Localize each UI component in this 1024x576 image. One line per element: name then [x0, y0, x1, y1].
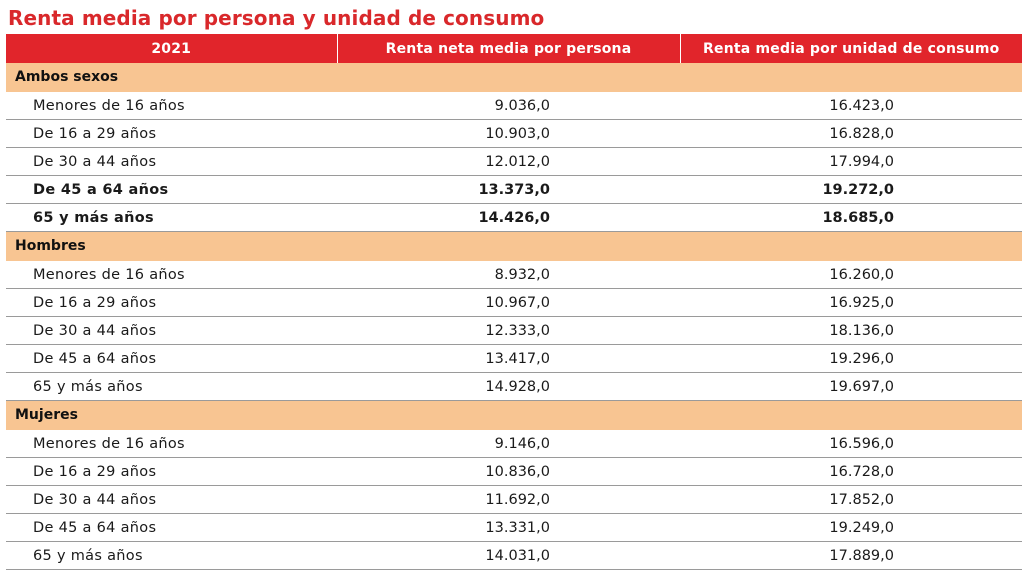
- per-unit-cell: 16.925,0: [680, 288, 1022, 317]
- table-row: 65 y más años 14.426,0 18.685,0: [6, 203, 1022, 232]
- per-unit-cell: 19.697,0: [680, 372, 1022, 401]
- age-group-cell: Menores de 16 años: [6, 260, 337, 289]
- table-header: 2021 Renta neta media por persona Renta …: [6, 34, 1022, 63]
- age-group-cell: De 30 a 44 años: [6, 316, 337, 345]
- per-person-cell: 10.836,0: [337, 457, 680, 486]
- per-unit-cell: 17.889,0: [680, 541, 1022, 570]
- table-row: De 16 a 29 años 10.903,0 16.828,0: [6, 119, 1022, 148]
- per-unit-cell: 18.136,0: [680, 316, 1022, 345]
- per-person-cell: 9.146,0: [337, 429, 680, 458]
- per-unit-cell: 16.423,0: [680, 91, 1022, 120]
- table-row: Menores de 16 años 8.932,0 16.260,0: [6, 260, 1022, 289]
- header-year: 2021: [6, 34, 337, 63]
- table-row: De 16 a 29 años 10.967,0 16.925,0: [6, 288, 1022, 317]
- age-group-cell: De 16 a 29 años: [6, 288, 337, 317]
- per-person-cell: 8.932,0: [337, 260, 680, 289]
- header-row: 2021 Renta neta media por persona Renta …: [6, 34, 1022, 63]
- header-per-unit: Renta media por unidad de consumo: [679, 34, 1022, 63]
- section-label: Ambos sexos: [6, 63, 1022, 92]
- table-row: De 45 a 64 años 13.373,0 19.272,0: [6, 175, 1022, 204]
- per-person-cell: 12.333,0: [337, 316, 680, 345]
- per-person-cell: 14.928,0: [337, 372, 680, 401]
- per-unit-cell: 16.260,0: [680, 260, 1022, 289]
- section-row-ambos-sexos: Ambos sexos: [6, 63, 1022, 92]
- age-group-cell: Menores de 16 años: [6, 429, 337, 458]
- per-person-cell: 13.373,0: [337, 175, 680, 204]
- table-row: 65 y más años 14.928,0 19.697,0: [6, 372, 1022, 401]
- table-row: 65 y más años 14.031,0 17.889,0: [6, 541, 1022, 570]
- age-group-cell: De 30 a 44 años: [6, 147, 337, 176]
- per-unit-cell: 19.272,0: [680, 175, 1022, 204]
- age-group-cell: De 45 a 64 años: [6, 175, 337, 204]
- per-person-cell: 14.426,0: [337, 203, 680, 232]
- age-group-cell: De 16 a 29 años: [6, 119, 337, 148]
- per-person-cell: 13.331,0: [337, 513, 680, 542]
- per-unit-cell: 18.685,0: [680, 203, 1022, 232]
- section-label: Hombres: [6, 231, 1022, 261]
- age-group-cell: 65 y más años: [6, 203, 337, 232]
- per-person-cell: 12.012,0: [337, 147, 680, 176]
- per-unit-cell: 17.994,0: [680, 147, 1022, 176]
- per-person-cell: 10.903,0: [337, 119, 680, 148]
- per-person-cell: 13.417,0: [337, 344, 680, 373]
- income-table: 2021 Renta neta media por persona Renta …: [6, 34, 1022, 570]
- per-unit-cell: 17.852,0: [680, 485, 1022, 514]
- section-label: Mujeres: [6, 400, 1022, 430]
- table-row: Menores de 16 años 9.146,0 16.596,0: [6, 429, 1022, 458]
- table-row: De 30 a 44 años 12.012,0 17.994,0: [6, 147, 1022, 176]
- table-row: De 30 a 44 años 12.333,0 18.136,0: [6, 316, 1022, 345]
- per-person-cell: 11.692,0: [337, 485, 680, 514]
- per-person-cell: 10.967,0: [337, 288, 680, 317]
- table-row: Menores de 16 años 9.036,0 16.423,0: [6, 91, 1022, 120]
- section-row-hombres: Hombres: [6, 231, 1022, 261]
- per-person-cell: 14.031,0: [337, 541, 680, 570]
- table-body: Ambos sexos Menores de 16 años 9.036,0 16.4…: [6, 63, 1022, 570]
- per-unit-cell: 19.296,0: [680, 344, 1022, 373]
- age-group-cell: De 45 a 64 años: [6, 344, 337, 373]
- header-per-person: Renta neta media por persona: [336, 34, 680, 63]
- table-row: De 45 a 64 años 13.331,0 19.249,0: [6, 513, 1022, 542]
- per-person-cell: 9.036,0: [337, 91, 680, 120]
- per-unit-cell: 16.828,0: [680, 119, 1022, 148]
- page-title: Renta media por persona y unidad de cons…: [8, 6, 545, 30]
- age-group-cell: De 16 a 29 años: [6, 457, 337, 486]
- table-row: De 30 a 44 años 11.692,0 17.852,0: [6, 485, 1022, 514]
- age-group-cell: De 45 a 64 años: [6, 513, 337, 542]
- age-group-cell: Menores de 16 años: [6, 91, 337, 120]
- age-group-cell: De 30 a 44 años: [6, 485, 337, 514]
- age-group-cell: 65 y más años: [6, 372, 337, 401]
- table-row: De 45 a 64 años 13.417,0 19.296,0: [6, 344, 1022, 373]
- table-row: De 16 a 29 años 10.836,0 16.728,0: [6, 457, 1022, 486]
- per-unit-cell: 19.249,0: [680, 513, 1022, 542]
- per-unit-cell: 16.728,0: [680, 457, 1022, 486]
- per-unit-cell: 16.596,0: [680, 429, 1022, 458]
- age-group-cell: 65 y más años: [6, 541, 337, 570]
- section-row-mujeres: Mujeres: [6, 400, 1022, 430]
